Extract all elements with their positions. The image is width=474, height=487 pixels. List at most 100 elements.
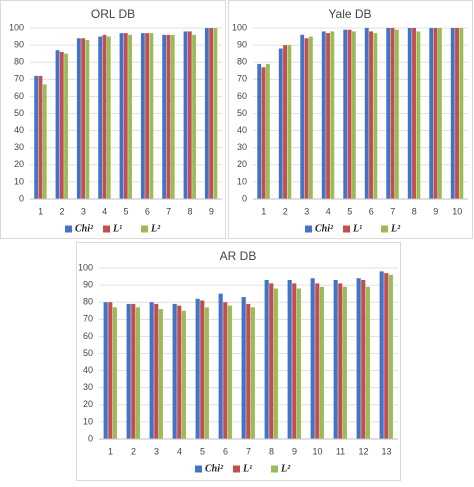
bar <box>292 283 297 439</box>
bar <box>326 33 330 199</box>
bar <box>273 288 278 439</box>
bar <box>287 45 292 199</box>
x-tick-label: 11 <box>336 446 345 456</box>
x-tick-label: 2 <box>59 206 64 216</box>
panel-frame <box>0 0 226 239</box>
bar <box>364 28 369 199</box>
legend-swatch <box>103 225 110 233</box>
bar <box>319 286 324 439</box>
bar <box>204 307 209 439</box>
bar <box>112 307 117 439</box>
y-tick-label: 40 <box>237 125 247 135</box>
x-tick-label: 8 <box>187 206 192 216</box>
x-tick-label: 3 <box>304 206 309 216</box>
bar <box>149 33 154 199</box>
y-tick-label: 60 <box>83 331 93 341</box>
x-tick-label: 9 <box>209 206 214 216</box>
y-tick-label: 100 <box>232 22 247 32</box>
bar <box>170 34 175 200</box>
y-tick-label: 10 <box>237 176 247 186</box>
y-tick-label: 0 <box>88 433 93 443</box>
y-tick-label: 100 <box>9 22 24 32</box>
bar <box>250 307 255 439</box>
x-tick-label: 7 <box>390 206 395 216</box>
chart-title: AR DB <box>220 249 257 263</box>
bar <box>223 302 228 439</box>
legend-label: L² <box>280 463 291 474</box>
bar <box>209 28 214 199</box>
y-tick-label: 50 <box>237 108 247 118</box>
x-tick-label: 8 <box>412 206 417 216</box>
y-tick-label: 100 <box>78 262 93 272</box>
y-tick-label: 30 <box>237 142 247 152</box>
bar <box>390 28 395 199</box>
y-tick-label: 80 <box>83 297 93 307</box>
y-tick-label: 10 <box>14 176 24 186</box>
y-tick-label: 10 <box>83 416 93 426</box>
bar <box>172 303 177 439</box>
legend-swatch <box>233 465 240 473</box>
legend-label: L² <box>390 223 401 234</box>
bar <box>412 28 416 199</box>
legend-swatch <box>141 225 148 233</box>
bar <box>265 63 270 199</box>
y-tick-label: 30 <box>14 142 24 152</box>
x-tick-label: 2 <box>131 446 136 456</box>
bar <box>81 38 86 200</box>
bar <box>269 283 274 439</box>
bar <box>347 29 352 200</box>
bar <box>181 310 186 439</box>
bar <box>98 36 103 199</box>
y-tick-label: 60 <box>237 91 247 101</box>
bar <box>149 302 154 439</box>
y-tick-label: 70 <box>83 314 93 324</box>
bar <box>85 39 90 199</box>
bar <box>204 28 209 199</box>
bar <box>140 33 145 199</box>
bar <box>351 31 356 200</box>
bar <box>154 303 159 439</box>
bar <box>192 34 196 200</box>
x-tick-label: 4 <box>177 446 182 456</box>
bar <box>126 303 131 439</box>
bar <box>227 305 232 439</box>
bar <box>287 279 292 439</box>
legend-label: L¹ <box>112 223 122 234</box>
chart-title: Yale DB <box>328 7 371 21</box>
x-tick-label: 9 <box>292 446 297 456</box>
y-tick-label: 20 <box>83 399 93 409</box>
y-tick-label: 60 <box>14 91 24 101</box>
legend-swatch <box>65 225 72 233</box>
x-tick-label: 6 <box>223 446 228 456</box>
y-tick-label: 0 <box>242 193 247 203</box>
y-tick-label: 90 <box>237 39 247 49</box>
x-tick-label: 8 <box>269 446 274 456</box>
bar <box>455 28 459 199</box>
x-tick-label: 10 <box>312 446 322 456</box>
x-tick-label: 3 <box>154 446 159 456</box>
bar <box>103 302 108 439</box>
x-tick-label: 2 <box>283 206 288 216</box>
legend-swatch <box>381 225 388 233</box>
bar <box>407 28 412 199</box>
y-tick-label: 20 <box>237 159 247 169</box>
bar <box>158 309 163 439</box>
bar <box>261 67 266 199</box>
y-tick-label: 40 <box>83 365 93 375</box>
bar <box>106 36 111 199</box>
bar <box>365 286 370 439</box>
legend-label: Chi² <box>315 223 334 234</box>
bar <box>183 31 188 200</box>
y-tick-label: 70 <box>237 74 247 84</box>
legend-label: Chi² <box>75 223 94 234</box>
bar <box>369 31 373 200</box>
bar <box>264 279 269 439</box>
chart-title: ORL DB <box>91 7 135 21</box>
bar <box>338 283 343 439</box>
bar <box>59 51 64 199</box>
bar <box>246 303 251 439</box>
bar <box>123 33 128 199</box>
y-tick-label: 50 <box>83 348 93 358</box>
bar <box>166 34 171 200</box>
